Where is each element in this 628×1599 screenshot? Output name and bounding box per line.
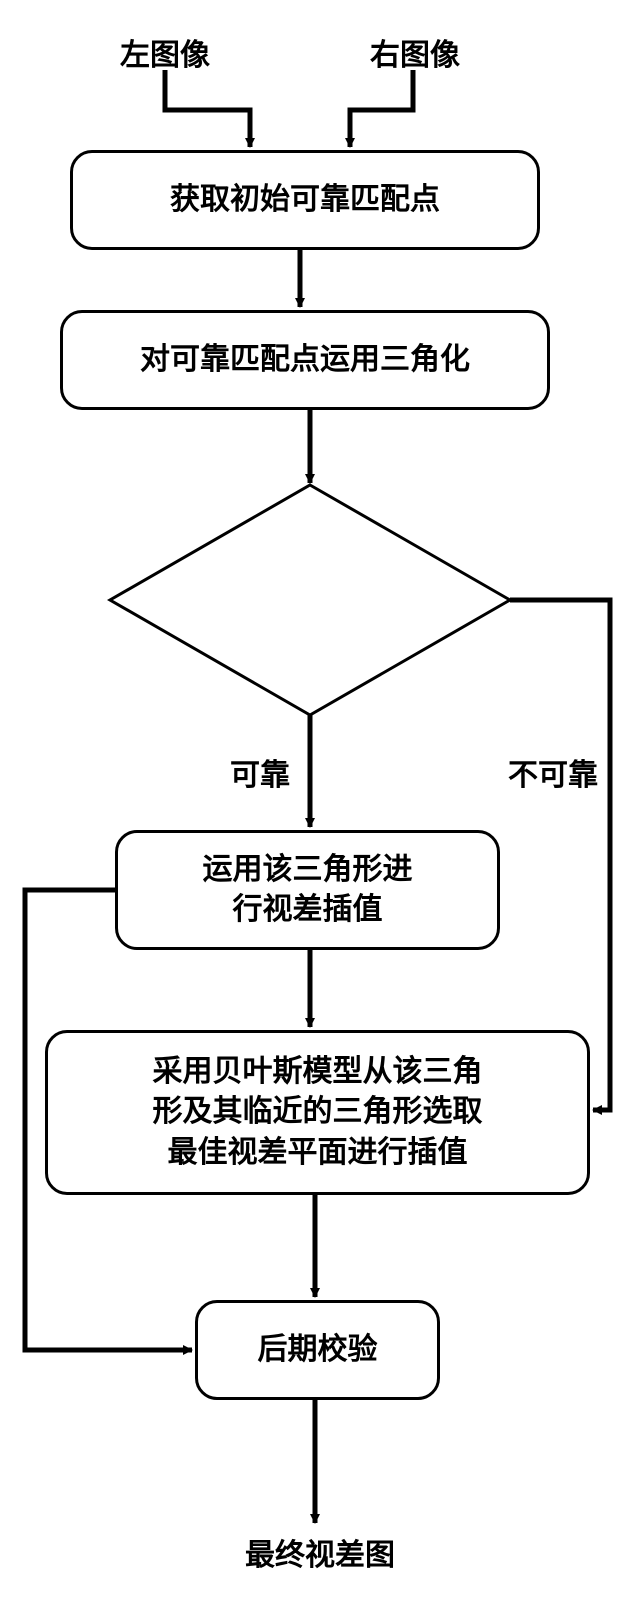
reliable-label: 可靠	[230, 750, 290, 794]
left-image-label: 左图像	[120, 30, 210, 74]
decision-text-l2: 可靠性判断	[245, 600, 395, 644]
bayes-l2: 形及其临近的三角形选取	[153, 1095, 483, 1128]
node-bayes-text: 采用贝叶斯模型从该三角 形及其临近的三角形选取 最佳视差平面进行插值	[153, 1052, 483, 1174]
interp-l1: 运用该三角形进	[203, 853, 413, 886]
output-label: 最终视差图	[245, 1530, 395, 1574]
interp-l2: 行视差插值	[233, 893, 383, 926]
node-postcheck-text: 后期校验	[258, 1330, 378, 1371]
node-interpolate: 运用该三角形进 行视差插值	[115, 830, 500, 950]
node-acquire-text: 获取初始可靠匹配点	[170, 180, 440, 221]
node-triangulate: 对可靠匹配点运用三角化	[60, 310, 550, 410]
node-bayes: 采用贝叶斯模型从该三角 形及其临近的三角形选取 最佳视差平面进行插值	[45, 1030, 590, 1195]
node-postcheck: 后期校验	[195, 1300, 440, 1400]
node-acquire: 获取初始可靠匹配点	[70, 150, 540, 250]
bayes-l1: 采用贝叶斯模型从该三角	[153, 1055, 483, 1088]
decision-text-l1: 对三角形进行	[215, 560, 395, 604]
bayes-l3: 最佳视差平面进行插值	[168, 1136, 468, 1169]
right-image-label: 右图像	[370, 30, 460, 74]
node-interpolate-text: 运用该三角形进 行视差插值	[203, 850, 413, 931]
unreliable-label: 不可靠	[508, 750, 598, 794]
node-triangulate-text: 对可靠匹配点运用三角化	[140, 340, 470, 381]
